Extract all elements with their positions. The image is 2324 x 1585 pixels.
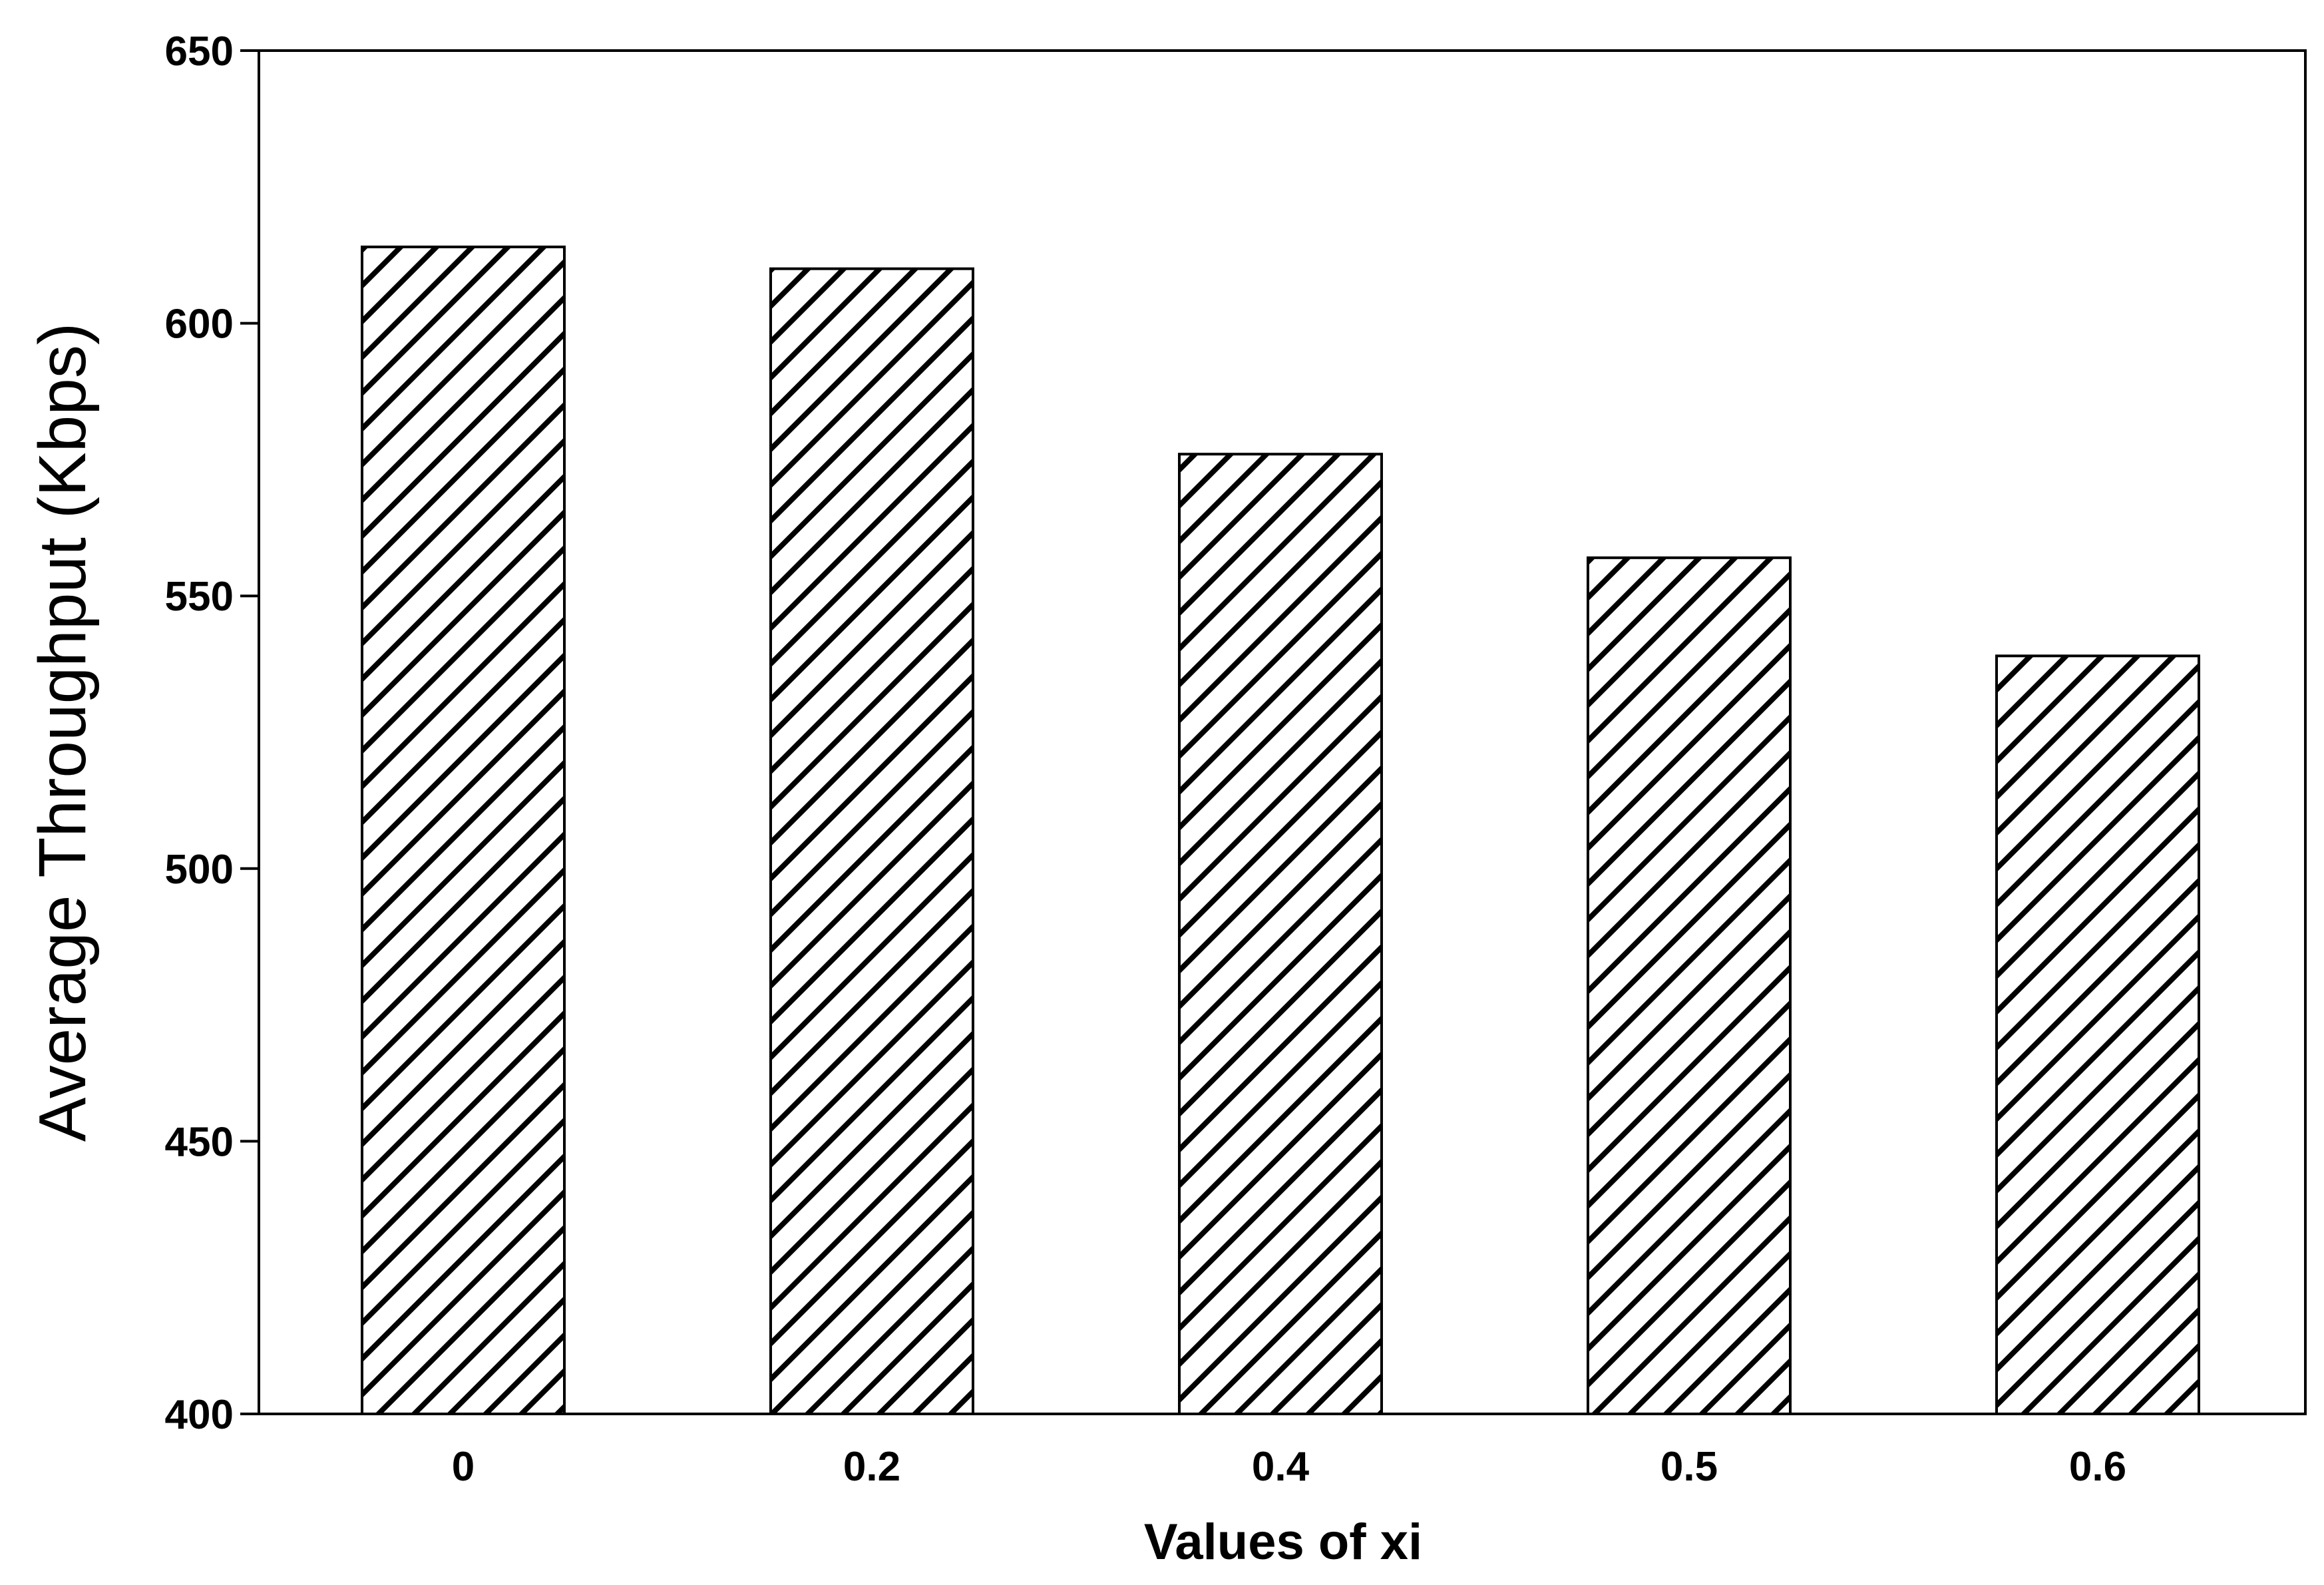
bar-0.2: [769, 267, 974, 1415]
y-tick-label: 500: [165, 847, 234, 893]
y-axis-title: Average Throughput (Kbps): [25, 323, 100, 1142]
bar-0: [361, 245, 566, 1415]
bar-0.6: [1995, 654, 2200, 1415]
y-tick-label: 600: [165, 302, 234, 347]
bar-0.5: [1587, 556, 1792, 1416]
x-tick-label: 0.6: [2069, 1444, 2126, 1490]
y-tick-label: 450: [165, 1119, 234, 1165]
x-axis-title: Values of xi: [1144, 1514, 1422, 1570]
y-tick-label: 550: [165, 574, 234, 620]
x-tick-label: 0.4: [1252, 1444, 1310, 1490]
x-tick-label: 0.5: [1660, 1444, 1718, 1490]
bar-0.4: [1178, 453, 1383, 1415]
x-tick-label: 0.2: [843, 1444, 900, 1490]
x-tick-label: 0: [452, 1444, 475, 1490]
y-tick-label: 650: [165, 29, 234, 75]
y-tick-label: 400: [165, 1392, 234, 1438]
